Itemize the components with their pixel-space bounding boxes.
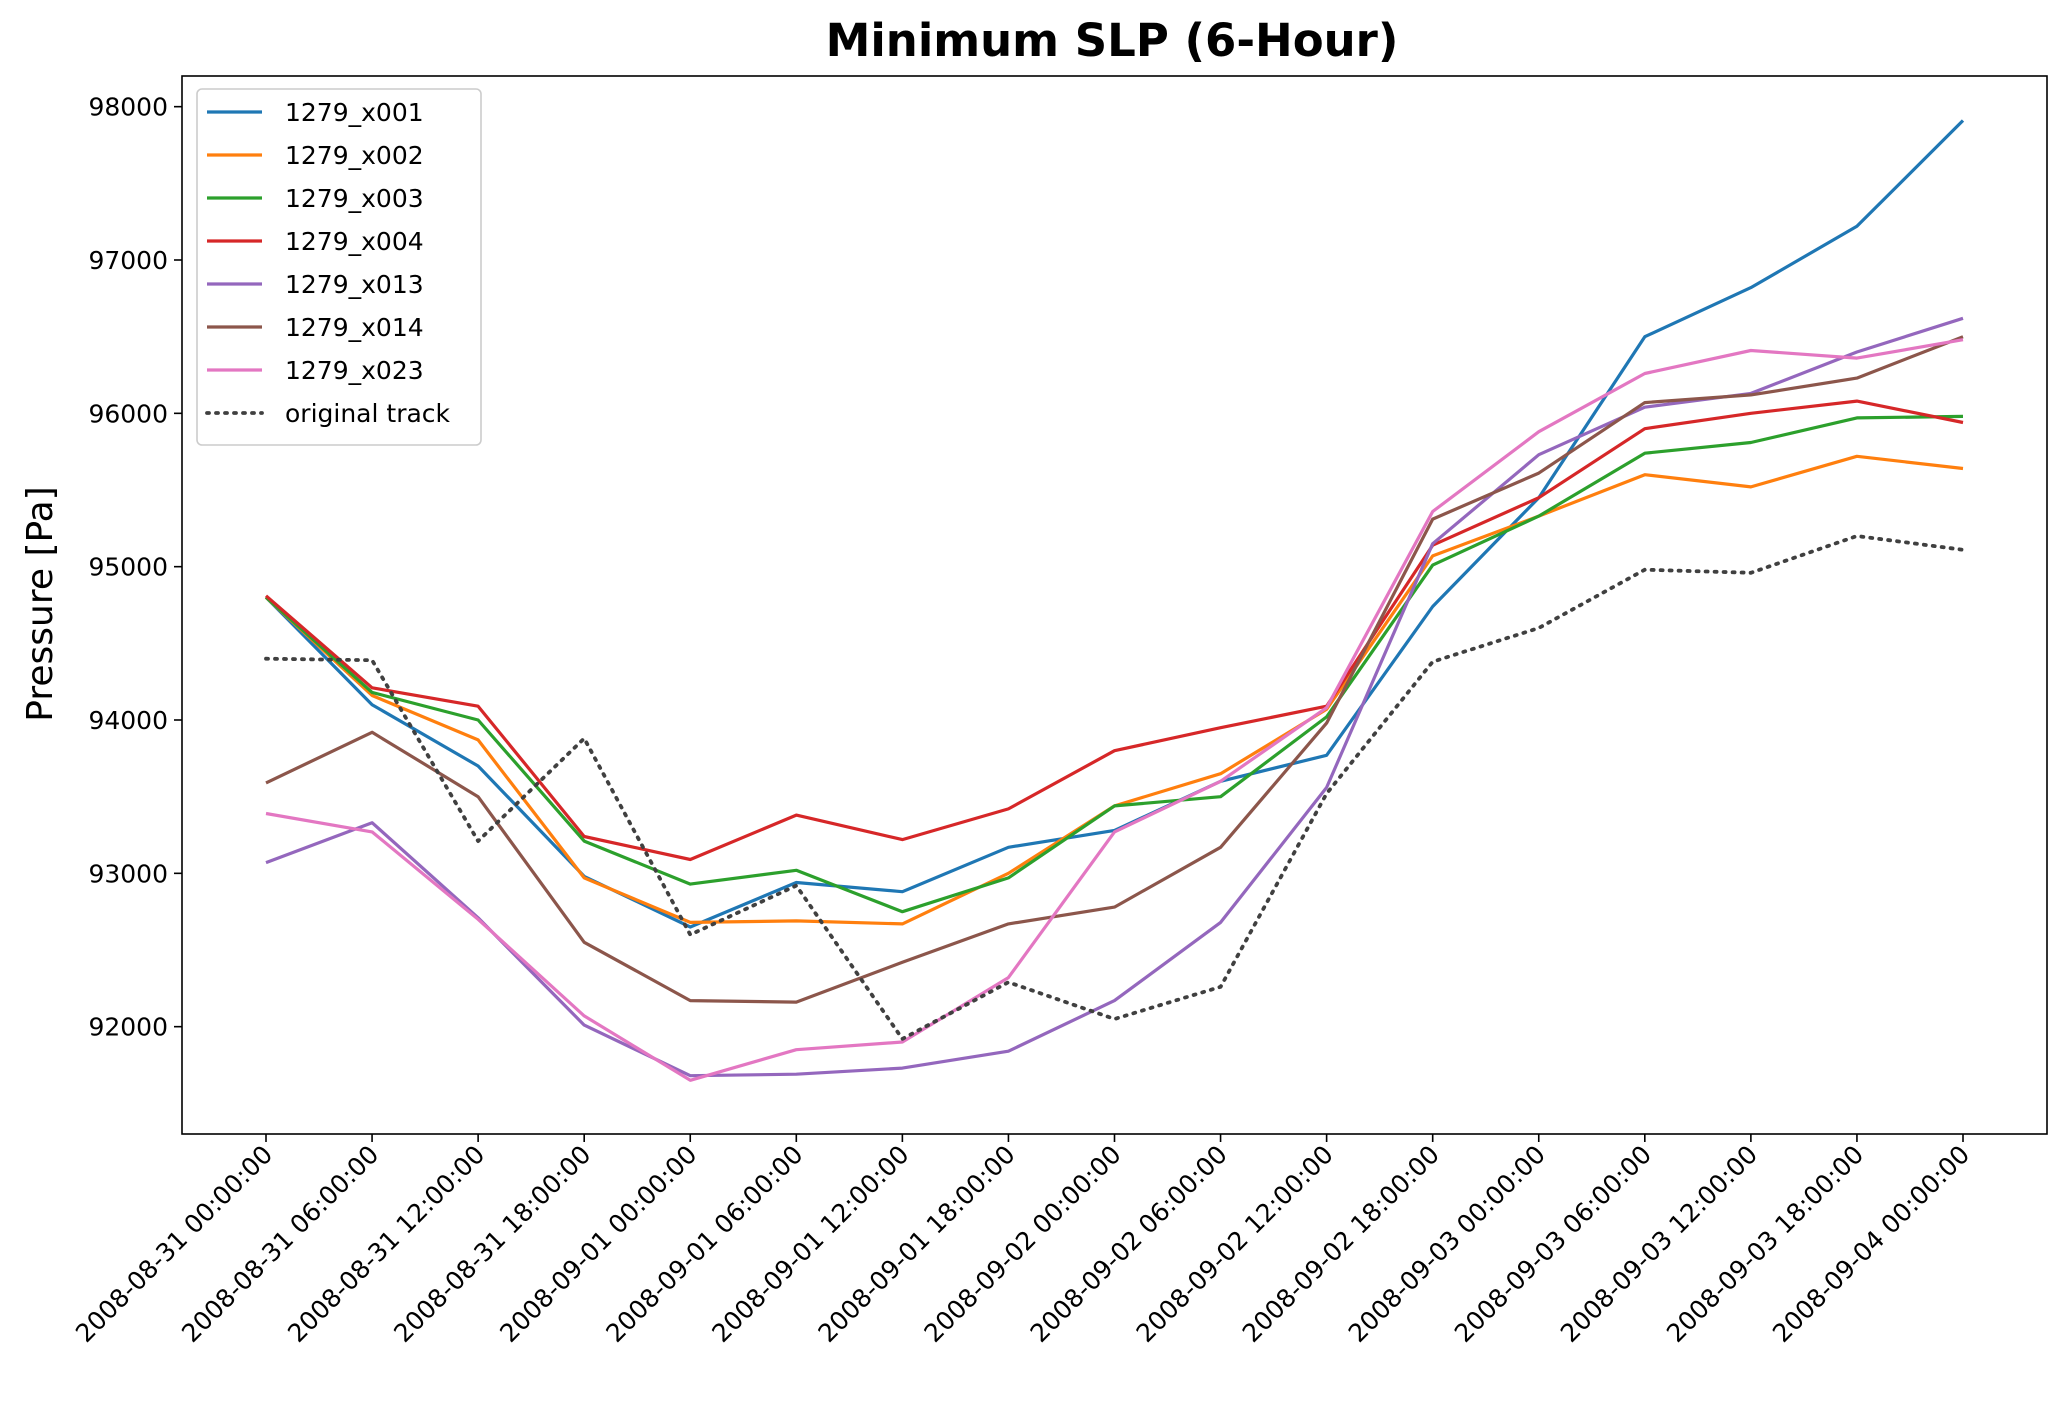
y-tick-label-96000: 96000 <box>88 399 168 428</box>
legend-label-1: 1279_x002 <box>285 141 424 170</box>
x-tick-label-15: 2008-09-03 18:00:00 <box>1661 1140 1869 1348</box>
series-line-1279-x003 <box>264 414 1964 914</box>
x-tick-label-3: 2008-08-31 18:00:00 <box>388 1140 596 1348</box>
legend-label-7: original track <box>285 399 451 428</box>
y-tick-label-92000: 92000 <box>88 1013 168 1042</box>
y-tick-label-97000: 97000 <box>88 246 168 275</box>
x-tick-label-12: 2008-09-03 00:00:00 <box>1343 1140 1551 1348</box>
y-tick-label-95000: 95000 <box>88 553 168 582</box>
x-tick-label-9: 2008-09-02 06:00:00 <box>1025 1140 1233 1348</box>
y-tick-label-93000: 93000 <box>88 859 168 888</box>
series-line-original-track <box>264 534 1965 1041</box>
x-tick-label-6: 2008-09-01 12:00:00 <box>706 1140 914 1348</box>
series-line-1279-x013 <box>265 316 1964 1078</box>
x-tick-label-0: 2008-08-31 00:00:00 <box>70 1140 278 1348</box>
legend-label-3: 1279_x004 <box>285 227 424 256</box>
y-tick-label-98000: 98000 <box>88 93 168 122</box>
legend-box <box>196 88 482 446</box>
x-tick-label-14: 2008-09-03 12:00:00 <box>1555 1140 1763 1348</box>
series-line-1279-x014 <box>265 335 1964 1004</box>
x-tick-label-5: 2008-09-01 06:00:00 <box>600 1140 808 1348</box>
chart-title: Minimum SLP (6-Hour) <box>826 14 1399 67</box>
x-tick-label-7: 2008-09-01 18:00:00 <box>812 1140 1020 1348</box>
legend-label-2: 1279_x003 <box>285 184 424 213</box>
series-line-1279-x023 <box>265 338 1964 1082</box>
legend-label-6: 1279_x023 <box>285 356 424 385</box>
legend-label-4: 1279_x013 <box>285 270 424 299</box>
x-tick-label-1: 2008-08-31 06:00:00 <box>176 1140 384 1348</box>
x-tick-label-13: 2008-09-03 06:00:00 <box>1449 1140 1657 1348</box>
x-tick-label-16: 2008-09-04 00:00:00 <box>1767 1140 1975 1348</box>
x-tick-label-8: 2008-09-02 00:00:00 <box>918 1140 1126 1348</box>
legend-label-5: 1279_x014 <box>285 313 424 342</box>
series-line-1279-x004 <box>264 399 1964 862</box>
x-tick-label-10: 2008-09-02 12:00:00 <box>1131 1140 1339 1348</box>
x-tick-label-4: 2008-09-01 00:00:00 <box>494 1140 702 1348</box>
legend-label-0: 1279_x001 <box>285 98 424 127</box>
x-tick-label-11: 2008-09-02 18:00:00 <box>1237 1140 1445 1348</box>
legend: 1279_x001 1279_x002 1279_x003 1279_x004 1279… <box>196 88 482 446</box>
x-tick-label-2: 2008-08-31 12:00:00 <box>282 1140 490 1348</box>
y-axis-label: Pressure [Pa] <box>20 486 61 721</box>
y-tick-label-94000: 94000 <box>88 706 168 735</box>
